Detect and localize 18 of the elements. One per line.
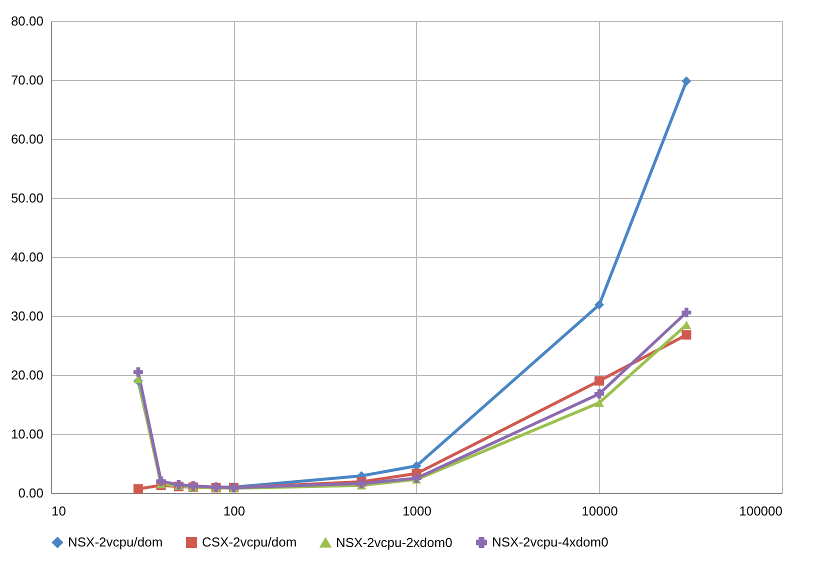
y-tick-label: 20.00 bbox=[10, 368, 44, 382]
x-tick-label: 100000 bbox=[739, 504, 782, 518]
y-tick-label: 50.00 bbox=[10, 190, 44, 206]
x-tick-label: 10000 bbox=[582, 504, 618, 518]
legend-label: NSX-2vcpu-4xdom0 bbox=[492, 534, 608, 550]
x-tick-label: 10 bbox=[52, 504, 66, 518]
y-tick-label: 60.00 bbox=[10, 132, 44, 146]
legend-label: NSX-2vcpu-2xdom0 bbox=[336, 534, 452, 550]
y-tick-label: 30.00 bbox=[10, 308, 44, 324]
y-tick-label: 70.00 bbox=[10, 72, 44, 88]
y-tick-label: 80.00 bbox=[10, 14, 44, 28]
x-tick-label: 100 bbox=[223, 504, 246, 518]
legend-label: CSX-2vcpu/dom bbox=[202, 534, 297, 550]
x-tick-label: 1000 bbox=[402, 504, 432, 518]
legend-label: NSX-2vcpu/dom bbox=[68, 534, 163, 550]
y-tick-label: 40.00 bbox=[10, 250, 44, 264]
y-tick-label: 0.00 bbox=[18, 486, 44, 500]
y-tick-label: 10.00 bbox=[10, 426, 44, 442]
